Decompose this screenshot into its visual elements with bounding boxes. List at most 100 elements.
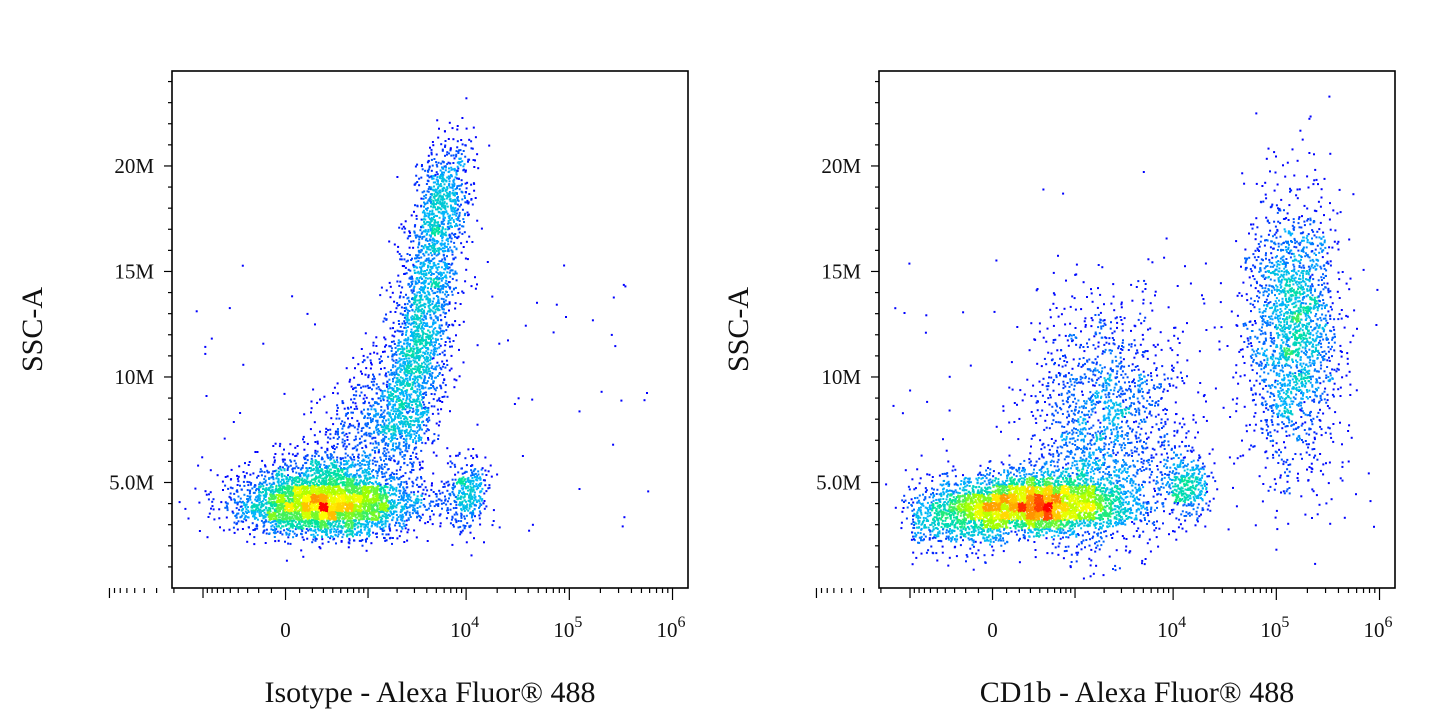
data-point [259, 468, 262, 471]
data-point [437, 505, 440, 507]
data-point [350, 512, 353, 515]
data-point [342, 481, 345, 484]
data-point [271, 489, 273, 492]
data-point [366, 454, 369, 457]
data-point [298, 479, 301, 481]
data-point [441, 351, 444, 354]
data-point [264, 496, 267, 498]
data-point [271, 475, 274, 478]
data-point [376, 474, 379, 477]
data-point [294, 516, 297, 519]
data-point [289, 485, 292, 488]
data-point [366, 531, 369, 534]
data-point [400, 475, 403, 478]
data-point [270, 483, 273, 486]
data-point [248, 489, 251, 492]
data-point [348, 473, 351, 476]
data-point [372, 531, 375, 534]
data-point [322, 518, 325, 521]
data-point [360, 525, 363, 528]
data-point [399, 468, 402, 471]
data-point [363, 526, 366, 529]
data-point [333, 528, 336, 530]
data-point [346, 488, 349, 491]
data-point [330, 528, 333, 531]
data-point [323, 472, 326, 475]
data-point [443, 395, 446, 398]
data-point [305, 479, 308, 482]
data-point [333, 525, 336, 527]
data-point [280, 482, 283, 485]
data-point [367, 467, 370, 470]
data-point [236, 484, 239, 486]
data-point [464, 257, 467, 260]
data-point [414, 165, 417, 168]
data-point [226, 475, 229, 478]
data-point [405, 293, 407, 296]
data-point [213, 518, 216, 521]
data-point [402, 497, 405, 500]
data-point [305, 461, 308, 464]
data-point [317, 518, 320, 521]
data-point [329, 468, 332, 471]
data-point [367, 473, 370, 476]
data-point [277, 520, 280, 523]
data-point [245, 472, 248, 475]
data-point [219, 526, 221, 529]
data-point [435, 499, 438, 502]
data-point [376, 525, 379, 528]
data-point [315, 538, 318, 541]
data-point [371, 459, 374, 462]
data-point [198, 530, 201, 532]
data-point [361, 501, 364, 504]
data-point [284, 493, 287, 496]
data-point [474, 276, 476, 279]
data-point [259, 506, 262, 509]
data-point [431, 523, 434, 526]
data-point [364, 511, 367, 514]
data-point [418, 519, 421, 522]
data-point [259, 481, 262, 484]
data-point [330, 504, 333, 507]
data-point [467, 214, 469, 217]
data-point [356, 463, 359, 466]
data-point [409, 455, 412, 457]
data-point [350, 508, 353, 511]
data-point [283, 508, 286, 511]
data-point [277, 470, 280, 473]
data-point [209, 491, 212, 494]
data-point [296, 533, 298, 536]
data-point [254, 511, 256, 514]
data-point [357, 474, 360, 477]
data-point [358, 484, 361, 487]
data-point [412, 491, 415, 494]
data-point [401, 313, 404, 316]
data-point [347, 512, 350, 515]
data-point [295, 487, 298, 490]
data-point [358, 522, 361, 525]
data-point [278, 487, 280, 490]
data-point [418, 434, 420, 437]
data-point [421, 483, 424, 486]
data-point [285, 502, 287, 505]
data-point [302, 485, 305, 488]
data-point [300, 525, 303, 528]
data-point [383, 472, 386, 475]
data-point [233, 492, 236, 495]
data-point [420, 495, 423, 497]
data-point [301, 502, 304, 505]
data-point [301, 536, 304, 539]
data-point [282, 509, 285, 512]
data-point [371, 497, 374, 500]
data-point [317, 461, 320, 464]
data-point [281, 518, 284, 521]
data-point [368, 476, 371, 479]
data-point [313, 530, 316, 533]
data-point [242, 471, 245, 473]
data-point [439, 334, 442, 337]
data-point [262, 503, 265, 506]
data-point [254, 513, 257, 516]
data-point [327, 500, 330, 503]
data-point [420, 449, 423, 452]
data-point [425, 394, 428, 396]
